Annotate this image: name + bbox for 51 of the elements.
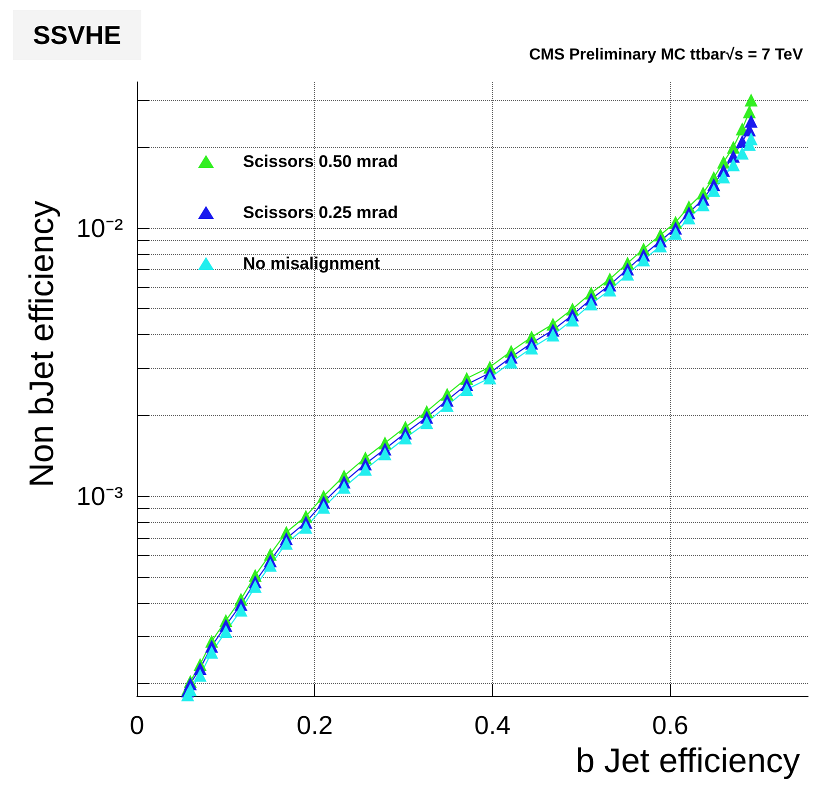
point <box>736 146 749 160</box>
point <box>669 226 682 240</box>
point <box>460 382 474 396</box>
point <box>205 646 218 659</box>
chart-title: SSVHE <box>33 20 122 50</box>
chart-subtitle: CMS Preliminary MC ttbar√s = 7 TeV <box>529 46 804 64</box>
point <box>338 480 351 494</box>
point <box>726 158 740 172</box>
legend-label: Scissors 0.50 mrad <box>243 152 398 171</box>
point <box>654 239 667 252</box>
point <box>717 170 730 184</box>
point <box>603 284 616 297</box>
point <box>682 211 696 224</box>
point <box>299 520 312 534</box>
point <box>696 198 710 212</box>
point <box>546 328 560 342</box>
point <box>420 416 434 430</box>
point <box>744 132 758 146</box>
point <box>637 253 650 266</box>
x-tick-label: 0.4 <box>474 710 511 740</box>
point <box>378 447 392 460</box>
point <box>280 536 293 550</box>
y-tick-label: 10⁻² <box>76 212 124 243</box>
point <box>744 114 758 128</box>
point <box>584 297 598 310</box>
point <box>398 431 412 444</box>
x-tick-label: 0 <box>130 710 144 740</box>
point <box>264 558 277 572</box>
legend-label: No misalignment <box>243 254 380 273</box>
point <box>317 500 330 514</box>
point <box>194 668 207 682</box>
x-tick-label: 0.6 <box>652 710 688 740</box>
point <box>358 462 372 476</box>
legend-label: Scissors 0.25 mrad <box>243 203 398 222</box>
point <box>525 341 538 354</box>
point <box>566 313 579 326</box>
point <box>219 625 232 638</box>
point <box>483 371 496 384</box>
x-axis-title: b Jet efficiency <box>576 742 800 780</box>
point <box>440 398 454 412</box>
point <box>504 356 518 369</box>
x-tick-label: 0.2 <box>296 710 333 740</box>
y-tick-label: 10⁻³ <box>76 481 124 512</box>
point <box>744 93 758 106</box>
y-axis-title: Non bJet efficiency <box>23 200 61 488</box>
point <box>248 580 262 593</box>
point <box>707 184 720 197</box>
point <box>234 604 248 617</box>
point <box>742 105 756 118</box>
point <box>184 683 197 696</box>
point <box>621 268 634 281</box>
